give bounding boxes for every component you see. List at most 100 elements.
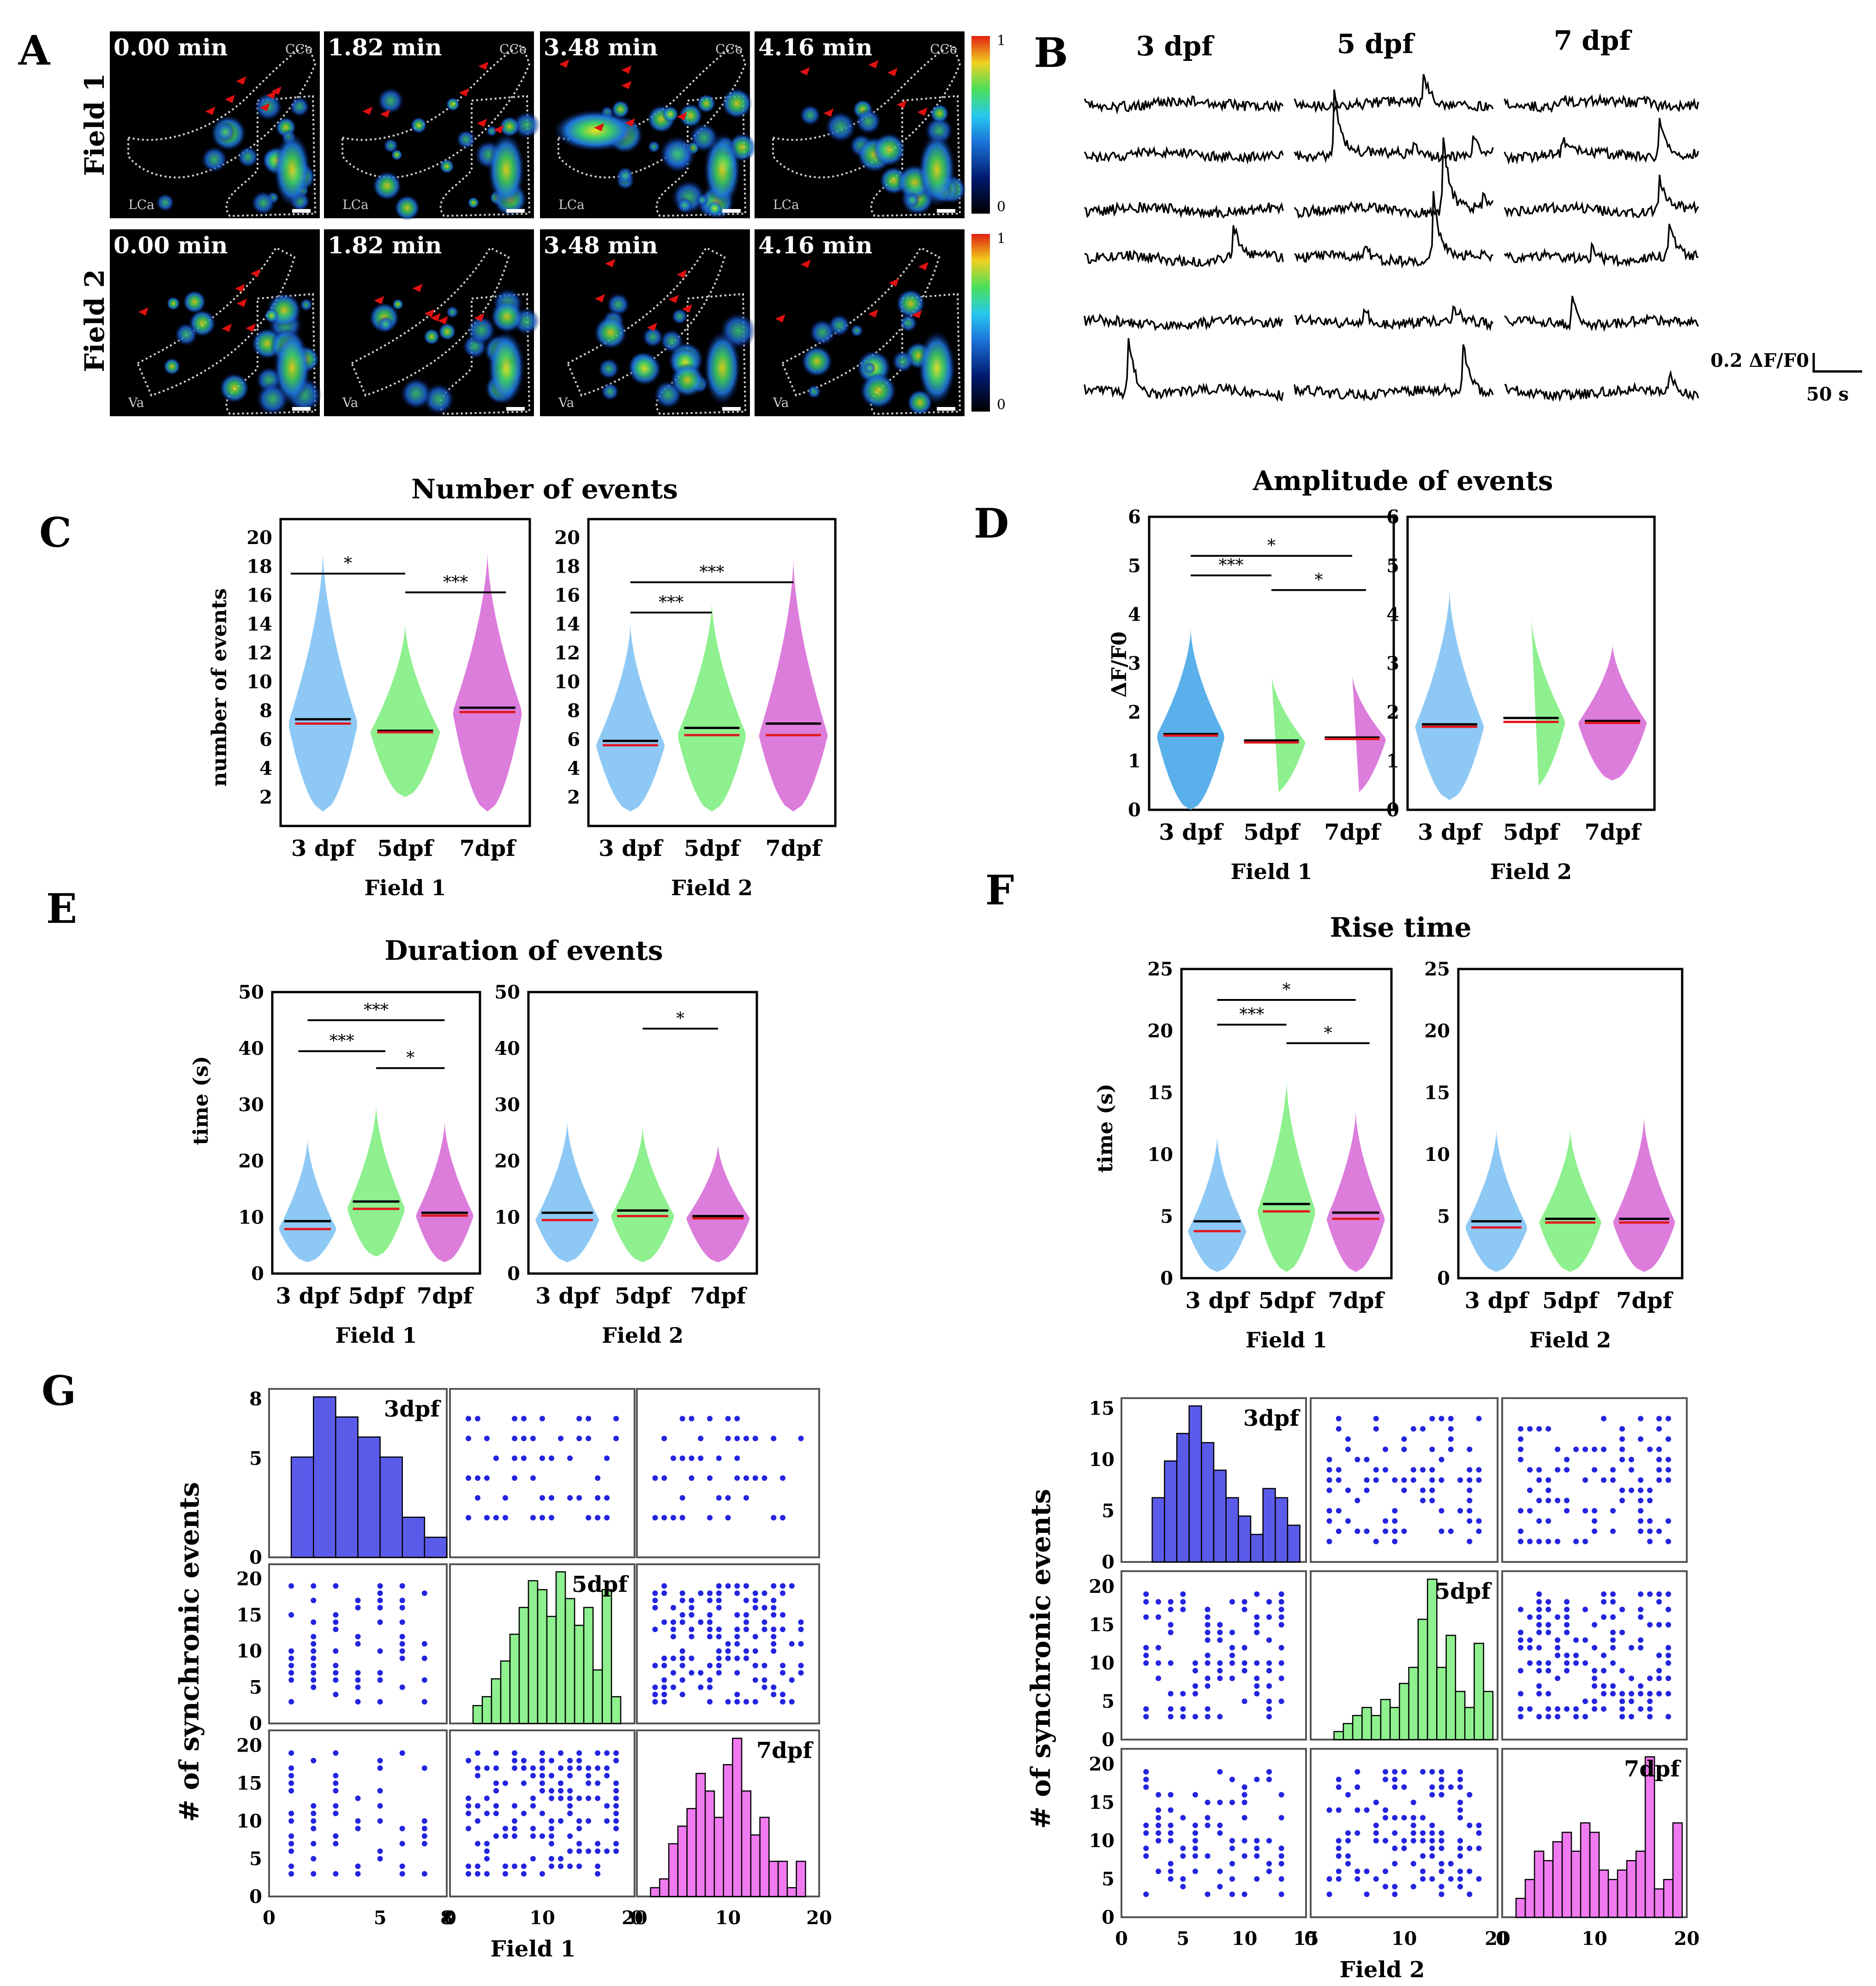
violin-5dpf — [678, 602, 746, 812]
scatter-point — [558, 1780, 563, 1786]
scatter-point — [1336, 1838, 1342, 1844]
histogram-bar — [1287, 1525, 1301, 1563]
scatter-point — [1656, 1668, 1662, 1674]
scatter-point — [1364, 1457, 1370, 1463]
scatter-point — [1527, 1426, 1533, 1432]
scatter-point — [539, 1833, 545, 1839]
scatter-point — [1536, 1614, 1542, 1620]
scatter-point — [493, 1811, 499, 1816]
significance-stars: *** — [659, 593, 683, 612]
scatter-point — [521, 1758, 527, 1764]
scatter-point — [475, 1863, 480, 1869]
scatter-point — [613, 1758, 619, 1764]
scatter-point — [484, 1871, 490, 1877]
scatter-point — [1168, 1606, 1174, 1612]
significance-stars: *** — [700, 563, 725, 582]
scatter-point — [1143, 1645, 1149, 1651]
y-tick-label: 0 — [1128, 799, 1141, 821]
scatter-point — [399, 1619, 405, 1625]
scatter-point — [1392, 1528, 1398, 1534]
scatter-point — [725, 1699, 731, 1705]
scatter-point — [1205, 1800, 1211, 1806]
scatter-point — [1143, 1599, 1149, 1605]
scatter-point — [707, 1699, 713, 1705]
scatter-point — [1401, 1838, 1407, 1844]
scatter-point — [1326, 1807, 1332, 1813]
scatter-point — [512, 1416, 517, 1422]
histogram-bar — [668, 1843, 679, 1897]
row-tick-label: 5 — [249, 1448, 262, 1469]
scatter-point — [689, 1612, 695, 1618]
scatter-point — [1373, 1467, 1379, 1473]
arrowhead-marker — [668, 295, 679, 304]
scatter-point — [288, 1612, 294, 1618]
scatter-point — [1629, 1487, 1634, 1493]
scatter-point — [484, 1811, 490, 1816]
scatter-point — [1666, 1675, 1671, 1681]
violin-7dpf — [1613, 1117, 1675, 1272]
scatter-point — [613, 1780, 619, 1786]
signal-blob — [807, 384, 821, 399]
scatter-point — [288, 1765, 294, 1771]
scatter-point — [466, 1795, 471, 1801]
scatter-point — [743, 1648, 749, 1654]
scatter-point — [707, 1475, 713, 1481]
scatter-point — [1448, 1426, 1454, 1432]
y-tick-label: 4 — [1128, 604, 1141, 626]
roi-label-top: CCe — [715, 42, 743, 57]
roi-label-top: CCe — [499, 42, 527, 57]
scatter-point — [1420, 1497, 1426, 1503]
scatter-point — [1254, 1683, 1260, 1689]
scatter-point — [333, 1648, 339, 1654]
violin-3dpf — [288, 552, 357, 812]
scatter-point — [752, 1597, 758, 1603]
scatter-point — [780, 1627, 785, 1633]
scatter-point — [1392, 1477, 1398, 1483]
scatter-point — [512, 1758, 517, 1764]
scatter-point — [576, 1841, 582, 1847]
scatter-point — [1326, 1876, 1332, 1882]
scatter-point — [399, 1605, 405, 1611]
scatter-point — [1326, 1487, 1332, 1493]
roi-label-bottom: Va — [342, 395, 358, 410]
signal-blob — [662, 106, 679, 123]
scatter-point — [1143, 1830, 1149, 1836]
scatter-point — [1629, 1645, 1634, 1651]
y-tick-label: 10 — [246, 671, 272, 693]
y-tick-label: 0 — [251, 1263, 264, 1285]
scatter-point — [1638, 1528, 1643, 1534]
scatter-point — [1143, 1614, 1149, 1620]
scatter-point — [1546, 1599, 1551, 1605]
scatter-point — [1266, 1860, 1272, 1866]
signal-blob — [456, 129, 476, 150]
calcium-trace — [1294, 344, 1494, 402]
scatter-point — [1555, 1706, 1560, 1712]
scatter-point — [1168, 1599, 1174, 1605]
row-tick-label: 10 — [236, 1640, 262, 1662]
scatter-point — [567, 1795, 573, 1801]
histogram-bar — [1225, 1497, 1239, 1563]
scatter-point — [604, 1515, 610, 1521]
y-tick-label: 25 — [1147, 958, 1173, 980]
col-tick-label: 5 — [1176, 1928, 1189, 1950]
scatter-point — [1438, 1477, 1444, 1483]
colorbar-min: 0 — [997, 199, 1006, 215]
scatter-point — [798, 1670, 804, 1676]
scatter-point — [493, 1515, 499, 1521]
histogram-bar — [686, 1808, 697, 1897]
scatter-point — [1573, 1446, 1579, 1452]
x-tick-label: 7dpf — [690, 1283, 748, 1309]
scatter-point — [1619, 1446, 1625, 1452]
scatter-point — [288, 1833, 294, 1839]
scatter-point — [288, 1773, 294, 1779]
scatter-point — [1205, 1714, 1211, 1720]
scatter-point — [1573, 1660, 1579, 1666]
calcium-trace — [1084, 338, 1284, 402]
scatter-point — [567, 1455, 573, 1461]
scatter-point — [1217, 1800, 1223, 1806]
scatter-point — [1156, 1645, 1161, 1651]
scatter-point — [752, 1677, 758, 1683]
histogram-bar — [1436, 1667, 1447, 1741]
scatter-point — [1582, 1714, 1588, 1720]
